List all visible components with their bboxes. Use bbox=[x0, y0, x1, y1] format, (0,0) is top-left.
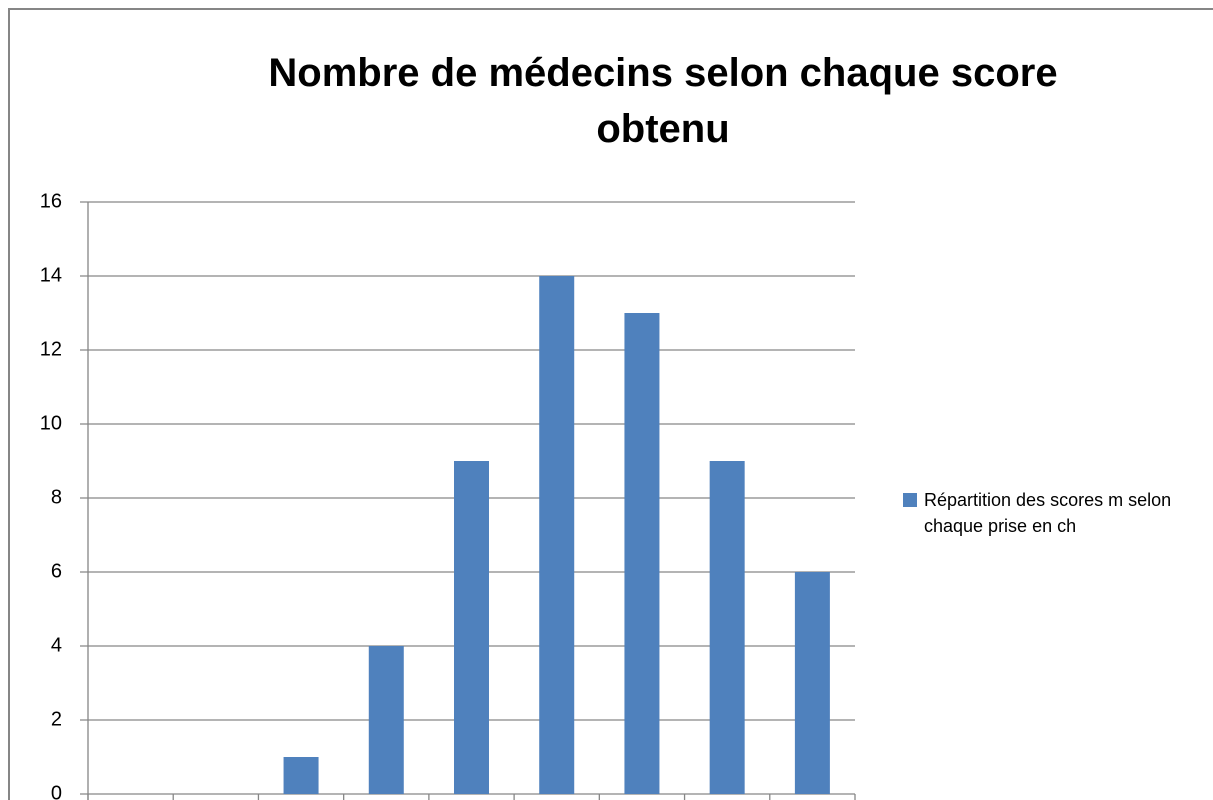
bar bbox=[368, 646, 404, 794]
y-tick-label: 8 bbox=[51, 486, 62, 508]
legend-swatch bbox=[903, 493, 917, 507]
y-tick-label: 0 bbox=[51, 782, 62, 800]
bar bbox=[454, 461, 489, 794]
y-tick-label: 12 bbox=[40, 338, 62, 360]
bar bbox=[283, 757, 319, 794]
bar bbox=[794, 572, 830, 794]
bar bbox=[624, 313, 660, 794]
y-tick-label: 6 bbox=[51, 560, 62, 582]
chart-title: Nombre de médecins selon chaque score ob… bbox=[268, 51, 1058, 151]
legend-label: Répartition des scores m selon chaque pr… bbox=[924, 490, 1172, 536]
y-tick-label: 4 bbox=[51, 634, 62, 656]
y-tick-label: 16 bbox=[40, 190, 62, 212]
bar bbox=[709, 461, 745, 794]
y-tick-label: 2 bbox=[51, 708, 62, 730]
chart-border bbox=[8, 8, 1213, 800]
y-tick-label: 10 bbox=[40, 412, 62, 434]
bar bbox=[539, 276, 575, 794]
y-tick-label: 14 bbox=[40, 264, 62, 286]
